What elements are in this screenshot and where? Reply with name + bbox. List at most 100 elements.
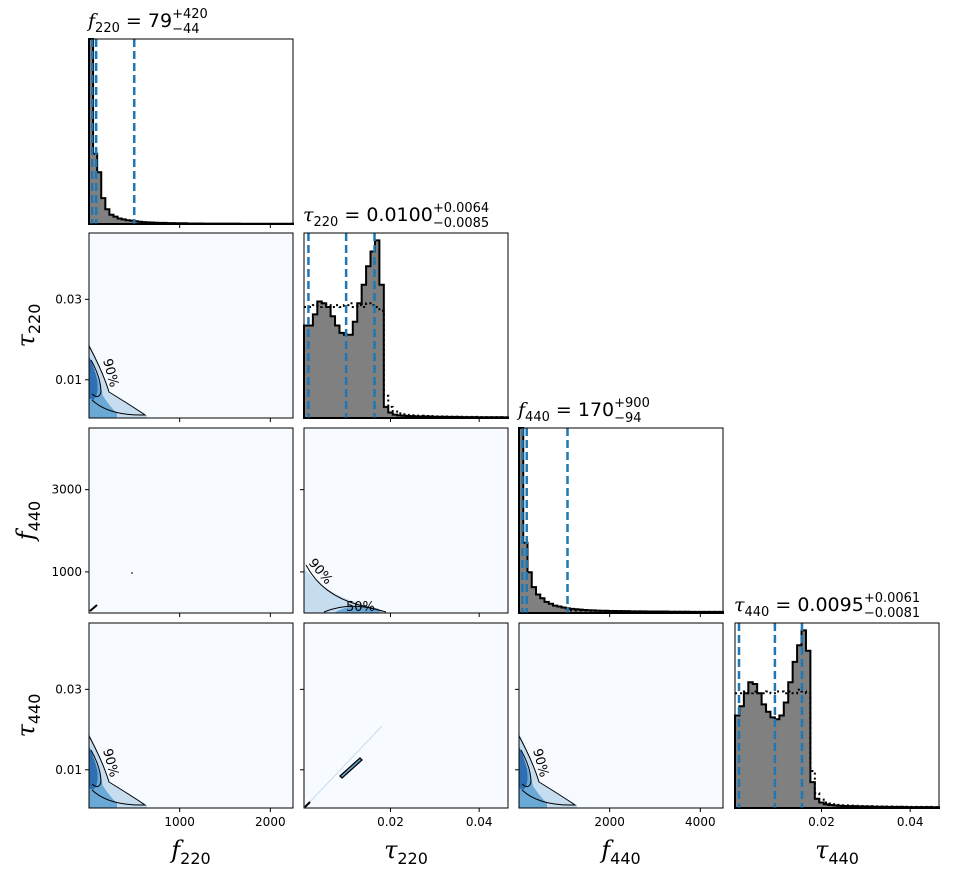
axis-subscript: 440 [828, 849, 859, 868]
title-lower-error: −94 [614, 411, 641, 426]
histogram-panel-0 [88, 38, 294, 225]
panel-frame [88, 622, 294, 809]
posterior-histogram [734, 629, 940, 809]
density-contours-3-1 [303, 725, 383, 809]
title-value: = 79 [120, 10, 172, 32]
panel-frame [88, 38, 294, 225]
contour-90 [304, 801, 311, 808]
title-upper-error: +900 [614, 396, 650, 411]
density-ridge [303, 725, 383, 809]
density-fill-mid [89, 356, 117, 418]
title-symbol: f [86, 10, 98, 32]
title-symbol: τ [303, 204, 314, 226]
title-upper-error: +0.0061 [864, 591, 920, 606]
x-tick-label: 4000 [685, 815, 716, 829]
y-tick-label: 0.01 [55, 373, 82, 387]
title-subscript: 440 [525, 410, 550, 425]
density-background [89, 428, 293, 613]
panel-frame [734, 622, 940, 809]
y-axis-label: f440 [12, 501, 44, 542]
contour-label-90: 90% [99, 747, 121, 779]
x-tick-label: 1000 [164, 815, 195, 829]
density-panel-3-1 [304, 623, 508, 808]
prior-histogram [304, 302, 508, 419]
title-value: = 170 [550, 399, 614, 421]
panel-frame [88, 232, 294, 419]
density-panel-3-0 [89, 623, 293, 808]
contour-label-90: 90% [99, 357, 121, 389]
density-fill-mid [519, 746, 547, 808]
posterior-histogram [303, 239, 509, 419]
axis-symbol: τ [815, 836, 829, 864]
axis-subscript: 220 [25, 304, 44, 335]
y-axis-label: τ440 [12, 694, 44, 738]
axis-subscript: 440 [25, 501, 44, 532]
density-background [304, 623, 508, 808]
x-axis-label: f220 [169, 836, 210, 868]
density-background [89, 233, 293, 418]
panel-frame [518, 427, 724, 614]
histogram-panel-3 [734, 622, 940, 809]
posterior-histogram [518, 427, 724, 614]
contour-90 [88, 735, 147, 806]
panel-frame [88, 427, 294, 614]
title-lower-error: −0.0081 [864, 606, 920, 621]
y-tick-label: 0.03 [55, 682, 82, 696]
title-upper-error: +0.0064 [433, 201, 489, 216]
x-axis-label: τ440 [815, 836, 859, 868]
title-upper-error: +420 [172, 7, 208, 22]
title-value: = 0.0095 [769, 594, 863, 616]
axis-subscript: 220 [397, 849, 428, 868]
panel-frame [303, 427, 509, 614]
x-tick-label: 0.04 [897, 815, 924, 829]
title-subscript: 220 [95, 21, 120, 36]
y-axis-label: τ220 [12, 304, 44, 348]
contour-50 [323, 605, 383, 613]
x-tick-label: 2000 [594, 815, 625, 829]
x-axis-label: f440 [599, 836, 640, 868]
y-tick-label: 1000 [51, 565, 82, 579]
panel-title: τ440 = 0.0095+0.0061 −0.0081 [734, 591, 920, 621]
x-tick-label: 0.04 [466, 815, 493, 829]
axis-subscript: 220 [180, 849, 211, 868]
axis-symbol: τ [384, 836, 398, 864]
posterior-histogram [88, 38, 294, 225]
title-lower-error: −0.0085 [433, 216, 489, 231]
x-tick-label: 0.02 [377, 815, 404, 829]
density-fill-dark [89, 356, 98, 400]
contour-label-50: 50% [346, 600, 375, 615]
histogram-panel-2 [518, 427, 724, 614]
y-tick-label: 0.03 [55, 292, 82, 306]
x-tick-label: 0.02 [808, 815, 835, 829]
contour-50 [520, 749, 532, 788]
y-tick-label: 0.01 [55, 763, 82, 777]
density-fill-dark [89, 746, 98, 790]
panel-title: f220 = 79+420 −44 [86, 7, 208, 37]
contour-50 [90, 359, 102, 398]
density-background [89, 623, 293, 808]
axis-symbol: τ [12, 723, 40, 737]
density-panel-2-1 [304, 428, 508, 613]
panel-frame [303, 622, 509, 809]
density-background [304, 428, 508, 613]
density-background [519, 623, 723, 808]
density-contours-1-0: 90% [88, 343, 147, 418]
x-axis-label: τ220 [384, 836, 428, 868]
panel-title: f440 = 170+900 −94 [516, 396, 650, 426]
axis-symbol: τ [12, 333, 40, 347]
axis-subscript: 440 [610, 849, 641, 868]
density-panel-3-2 [519, 623, 723, 808]
title-lower-error: −44 [172, 22, 199, 37]
axis-subscript: 440 [25, 694, 44, 725]
density-contours-3-0: 90% [88, 733, 147, 808]
title-subscript: 440 [745, 605, 770, 620]
panel-title: τ220 = 0.0100+0.0064 −0.0085 [303, 201, 489, 231]
title-symbol: τ [734, 594, 745, 616]
title-value: = 0.0100 [338, 204, 432, 226]
histogram-panel-1 [303, 232, 509, 419]
contour-90 [518, 735, 577, 806]
y-tick-label: 3000 [51, 483, 82, 497]
contour-50 [90, 749, 102, 788]
density-fill-light [304, 568, 384, 613]
